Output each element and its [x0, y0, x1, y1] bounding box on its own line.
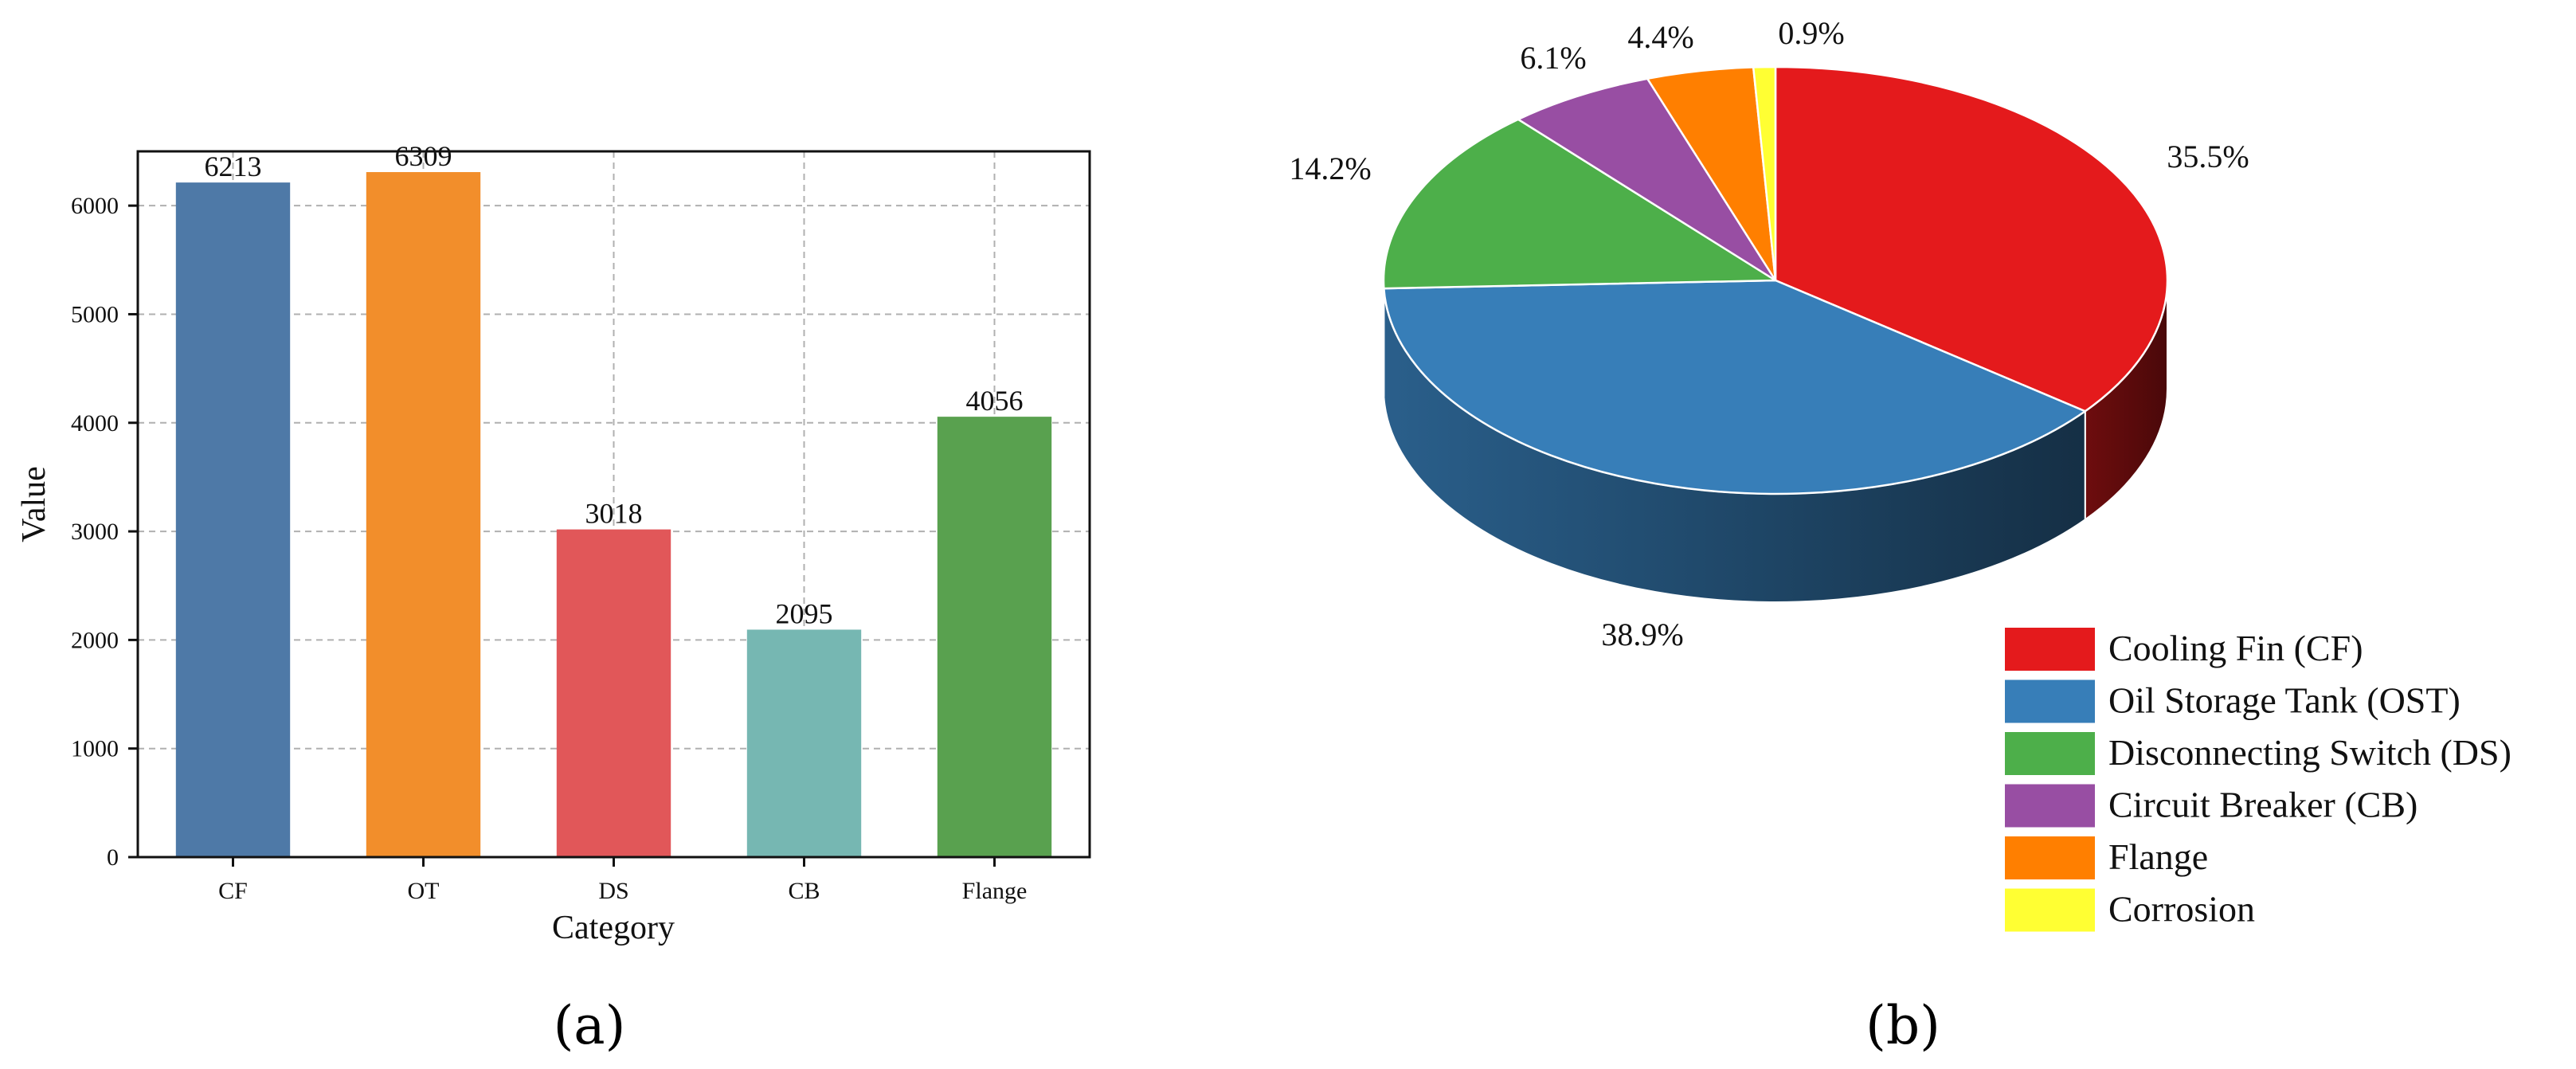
bar-ds: [556, 529, 671, 857]
x-tick-label: CB: [788, 878, 820, 904]
bar-flange: [937, 417, 1052, 857]
bar-x-ticks: CF OT DS CB Flange: [218, 857, 1027, 904]
pie-slice-oil-storage-tank: [1383, 279, 2087, 495]
bar-chart-panel: 0 1000 2000 3000 4000 5000 6000 CF OT DS CB Flange…: [16, 140, 1091, 1056]
bar-cb: [746, 629, 862, 857]
bar-value-label: 6309: [395, 140, 452, 172]
legend-swatch-oil-storage-tank: [2005, 679, 2095, 723]
pie-slice-disconnecting-switch: [1382, 118, 1777, 290]
y-tick-label: 3000: [71, 519, 119, 545]
bar-value-label: 3018: [585, 498, 643, 530]
y-tick-label: 6000: [71, 193, 119, 219]
legend-swatch-cooling-fin: [2005, 628, 2095, 671]
pie-legend: Cooling Fin (CF) Oil Storage Tank (OST) Di…: [2005, 628, 2511, 932]
legend-swatch-disconnecting-switch: [2005, 732, 2095, 775]
bar-value-label: 6213: [205, 151, 262, 182]
bar-cf: [175, 182, 291, 857]
y-tick-label: 4000: [71, 410, 119, 437]
legend-swatch-corrosion: [2005, 888, 2095, 932]
x-tick-label: DS: [598, 878, 628, 904]
pie-percent-labels: 35.5% 38.9% 14.2% 6.1% 4.4% 0.9%: [1289, 15, 2249, 652]
bar-x-axis-title: Category: [552, 910, 675, 946]
x-tick-label: OT: [408, 878, 440, 904]
pie-label-disconnecting-switch: 14.2%: [1289, 151, 1371, 186]
bar-value-label: 2095: [776, 597, 833, 629]
legend-label-corrosion: Corrosion: [2108, 889, 2255, 930]
legend-swatch-flange: [2005, 836, 2095, 879]
y-tick-label: 5000: [71, 301, 119, 327]
pie-label-oil-storage-tank: 38.9%: [1601, 617, 1683, 652]
pie-label-cooling-fin: 35.5%: [2167, 139, 2249, 174]
pie-label-flange: 4.4%: [1627, 19, 1693, 55]
bar-chart-caption: (a): [554, 995, 626, 1056]
x-tick-label: Flange: [962, 878, 1028, 904]
bar-data-labels: 6213 6309 3018 2095 4056: [205, 140, 1024, 629]
pie-chart-caption: (b): [1865, 995, 1940, 1056]
x-tick-label: CF: [218, 878, 248, 904]
y-tick-label: 0: [107, 844, 119, 871]
bar-y-axis-title: Value: [16, 466, 53, 542]
pie-slices: [1382, 65, 2169, 495]
legend-label-disconnecting-switch: Disconnecting Switch (DS): [2108, 732, 2511, 773]
bar-series: [175, 172, 1052, 857]
pie-slice-circuit-breaker: [1517, 77, 1777, 282]
pie-chart-panel: 35.5% 38.9% 14.2% 6.1% 4.4% 0.9% Cooling Fin …: [1289, 15, 2511, 1056]
legend-label-cooling-fin: Cooling Fin (CF): [2108, 628, 2363, 668]
legend-label-circuit-breaker: Circuit Breaker (CB): [2108, 785, 2417, 825]
pie-label-corrosion: 0.9%: [1778, 15, 1844, 51]
legend-label-flange: Flange: [2108, 836, 2208, 877]
legend-swatch-circuit-breaker: [2005, 784, 2095, 828]
y-tick-label: 1000: [71, 736, 119, 762]
pie-slice-cooling-fin: [1774, 65, 2169, 413]
pie-label-circuit-breaker: 6.1%: [1520, 40, 1586, 76]
legend-label-oil-storage-tank: Oil Storage Tank (OST): [2108, 680, 2461, 721]
pie-slice-corrosion: [1752, 65, 1777, 282]
bar-y-ticks: 0 1000 2000 3000 4000 5000 6000: [71, 193, 138, 871]
bar-value-label: 4056: [966, 385, 1024, 417]
bar-ot: [366, 172, 481, 857]
y-tick-label: 2000: [71, 627, 119, 653]
